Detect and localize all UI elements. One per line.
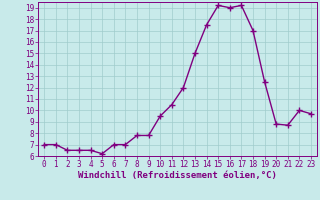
X-axis label: Windchill (Refroidissement éolien,°C): Windchill (Refroidissement éolien,°C) (78, 171, 277, 180)
